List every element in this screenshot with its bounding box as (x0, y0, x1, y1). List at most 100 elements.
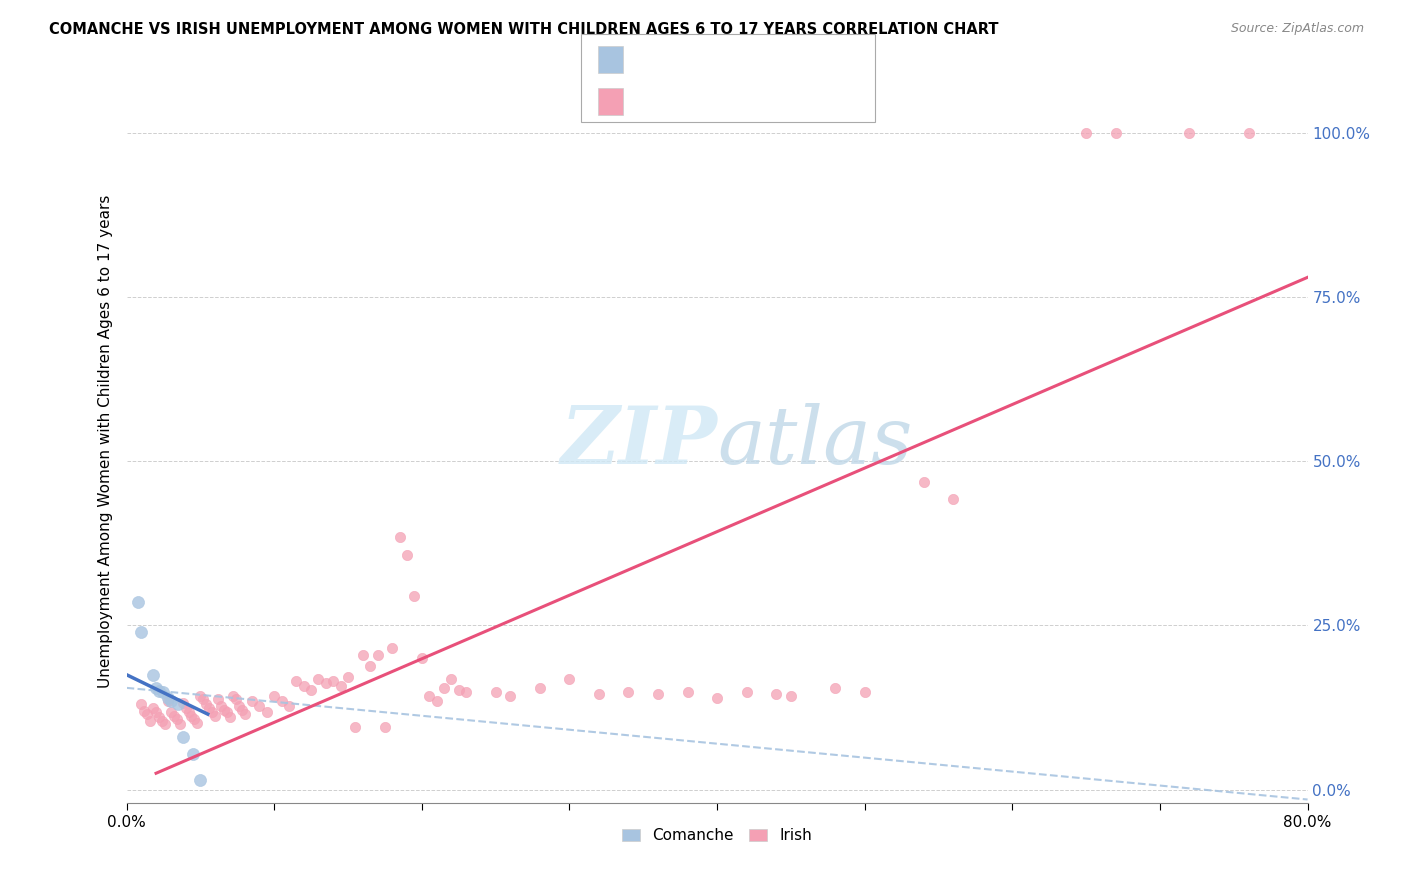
Point (706, 690, 728, 705)
Point (129, 698, 153, 712)
Point (145, 681, 167, 695)
Point (209, 698, 232, 713)
Legend: Comanche, Irish: Comanche, Irish (616, 822, 818, 849)
Point (433, 681, 456, 695)
Point (129, 625, 153, 640)
Point (270, 694, 292, 708)
Point (169, 717, 191, 731)
Point (344, 720, 367, 734)
Point (183, 712, 205, 726)
Point (381, 641, 404, 656)
Point (150, 714, 173, 728)
Point (166, 712, 188, 726)
Point (156, 690, 179, 705)
Point (256, 705, 278, 719)
Point (163, 709, 186, 723)
Point (219, 710, 242, 724)
Y-axis label: Unemployment Among Women with Children Ages 6 to 17 years: Unemployment Among Women with Children A… (97, 194, 112, 689)
Point (204, 709, 226, 723)
Point (735, 685, 758, 699)
Point (440, 673, 463, 687)
Point (167, 698, 190, 712)
Point (180, 709, 202, 723)
Point (1237, 126, 1260, 140)
Point (148, 684, 170, 698)
Point (186, 715, 208, 730)
Point (484, 685, 508, 699)
Text: R =  0.637: R = 0.637 (631, 95, 713, 110)
Point (853, 685, 876, 699)
Point (499, 690, 522, 704)
Point (322, 674, 344, 689)
Point (215, 705, 238, 719)
Point (942, 492, 965, 507)
Point (329, 679, 352, 693)
Point (418, 690, 440, 704)
Point (153, 717, 176, 731)
Text: ZIP: ZIP (560, 403, 717, 480)
Point (676, 685, 699, 699)
Point (647, 687, 669, 701)
Point (212, 702, 235, 716)
Point (617, 685, 640, 699)
Point (411, 651, 433, 665)
Point (1076, 126, 1098, 140)
Text: Source: ZipAtlas.com: Source: ZipAtlas.com (1230, 22, 1364, 36)
Point (315, 676, 337, 690)
Point (396, 548, 419, 562)
Point (188, 690, 212, 704)
Point (456, 685, 478, 699)
Point (292, 679, 315, 693)
Point (299, 682, 322, 697)
Point (912, 475, 935, 490)
Text: N = 85: N = 85 (727, 95, 785, 110)
Point (201, 705, 224, 719)
Point (136, 707, 159, 722)
Point (529, 681, 551, 695)
Point (152, 685, 174, 699)
Point (374, 720, 396, 734)
Point (172, 696, 194, 710)
Point (156, 694, 179, 708)
Point (198, 700, 221, 714)
Point (142, 700, 165, 714)
Point (233, 707, 256, 722)
Point (263, 690, 285, 704)
Point (222, 690, 245, 704)
Point (174, 700, 197, 714)
Point (134, 704, 156, 718)
Point (359, 659, 381, 673)
Point (195, 698, 218, 712)
Point (225, 692, 247, 706)
Text: N = 12: N = 12 (727, 52, 785, 67)
Point (148, 710, 170, 724)
Point (765, 687, 787, 701)
Point (588, 687, 610, 701)
Point (1178, 126, 1201, 140)
Text: atlas: atlas (717, 403, 912, 480)
Point (337, 670, 360, 684)
Point (172, 730, 194, 744)
Point (404, 589, 426, 603)
Point (249, 698, 271, 713)
Point (228, 698, 250, 713)
Point (447, 682, 470, 697)
Point (160, 705, 183, 719)
Point (181, 747, 204, 761)
Point (780, 690, 803, 704)
Point (285, 674, 308, 689)
Point (127, 595, 149, 609)
Point (824, 681, 846, 695)
Point (1105, 126, 1128, 140)
Point (207, 692, 229, 706)
Point (139, 714, 162, 728)
Point (425, 694, 447, 708)
Point (240, 694, 263, 708)
Point (558, 673, 581, 687)
Text: COMANCHE VS IRISH UNEMPLOYMENT AMONG WOMEN WITH CHILDREN AGES 6 TO 17 YEARS CORR: COMANCHE VS IRISH UNEMPLOYMENT AMONG WOM… (49, 22, 998, 37)
Point (177, 705, 200, 719)
Point (231, 702, 253, 716)
Point (308, 673, 330, 687)
Point (388, 530, 411, 544)
Point (193, 692, 215, 706)
